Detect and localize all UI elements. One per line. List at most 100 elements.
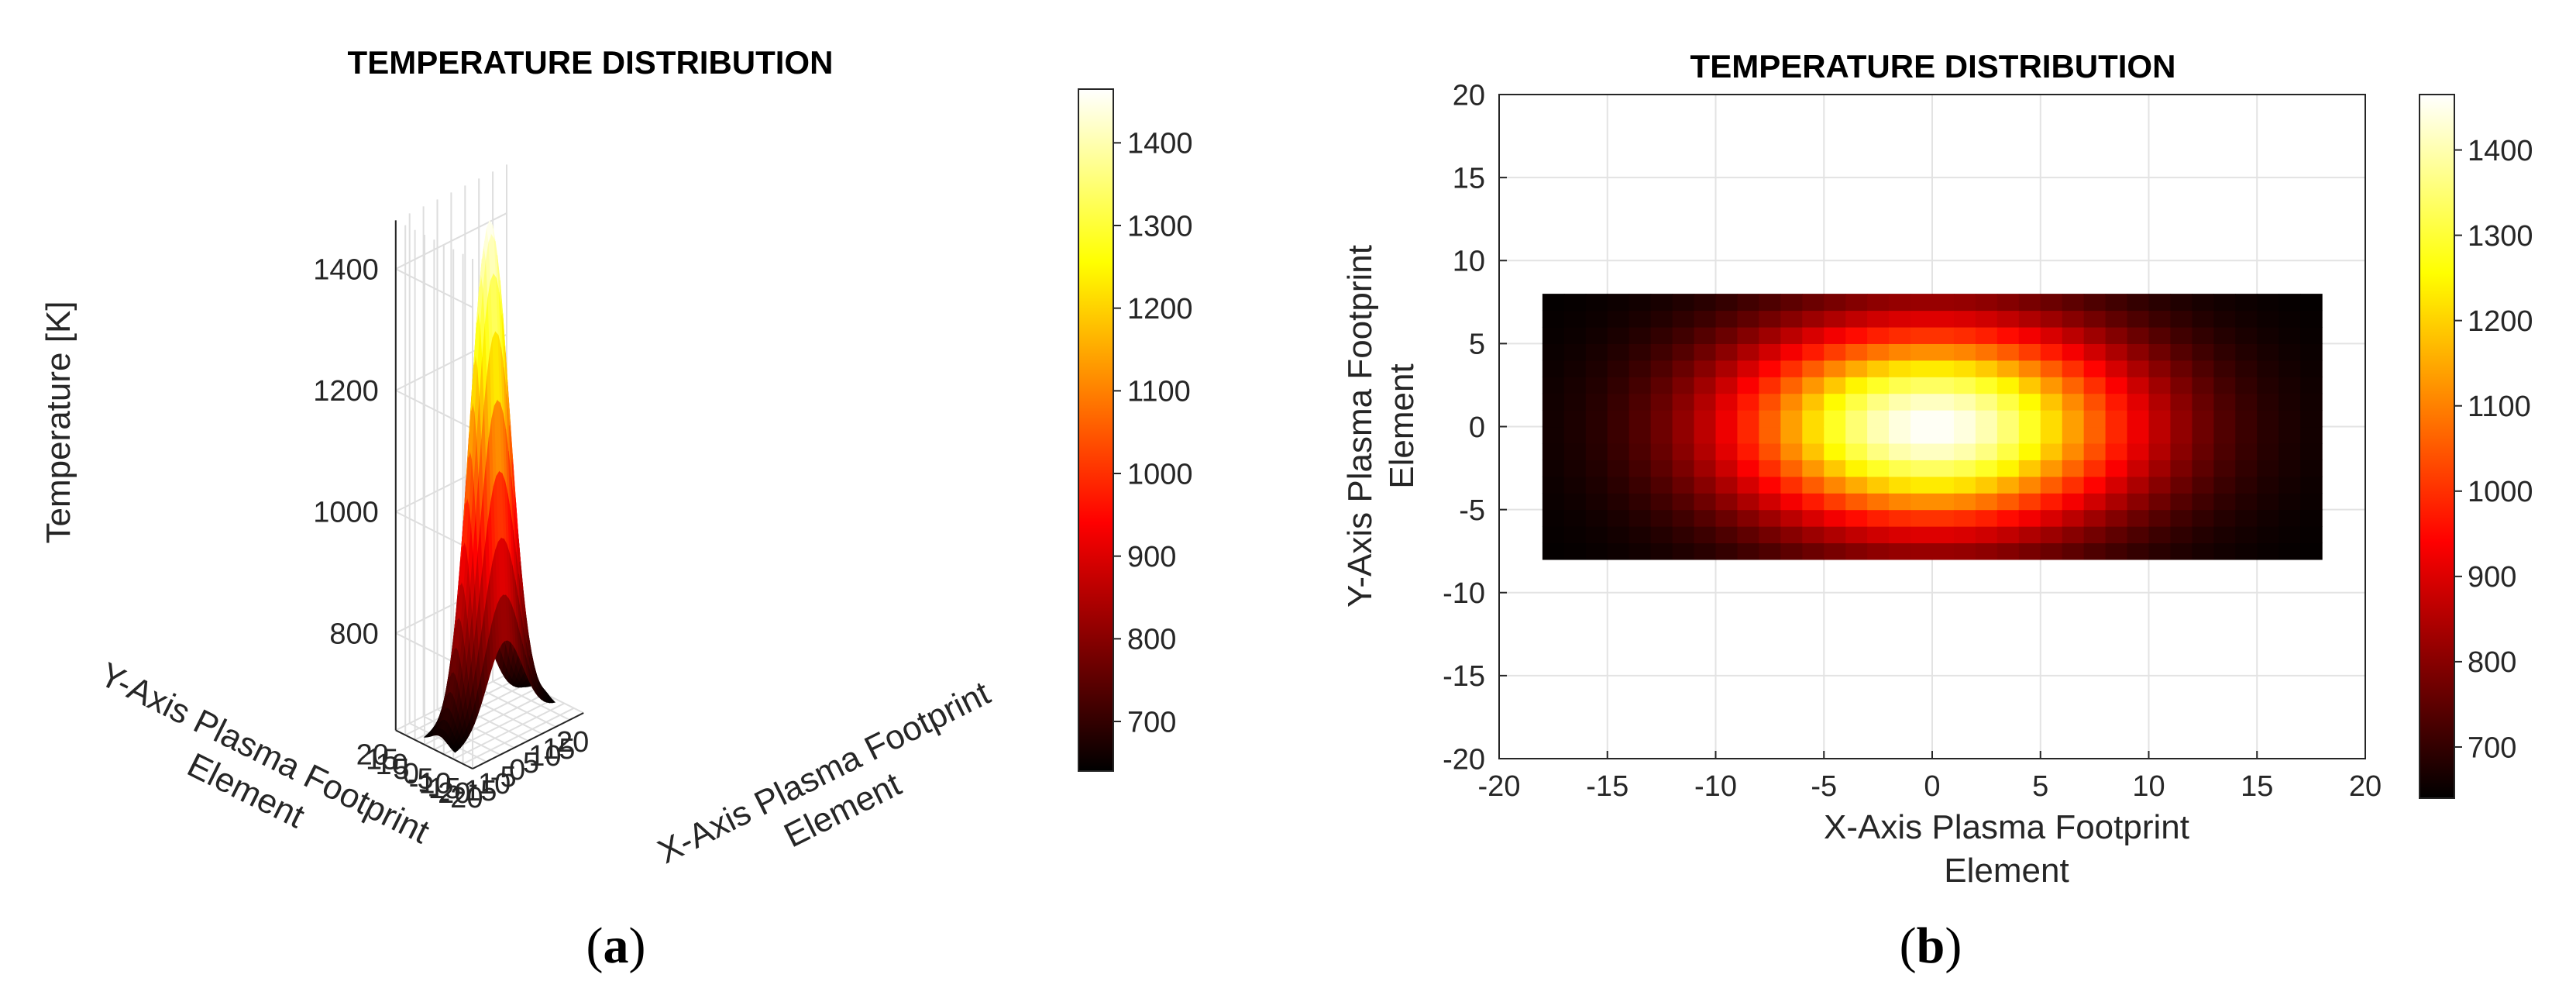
heatmap-cell (2192, 542, 2214, 560)
surface-y-tick-label: 20 (356, 739, 389, 771)
heatmap-cell (2148, 294, 2172, 312)
surface-colorbar-tick-label: 700 (1127, 706, 1176, 739)
heatmap-cell (1932, 377, 1955, 394)
heatmap-cell (1650, 426, 1673, 444)
surface-sidewall-gridline-z (395, 389, 473, 430)
heatmap-cell (1542, 442, 1565, 460)
heatmap-cell (1672, 343, 1695, 361)
heatmap-cell (1824, 426, 1846, 444)
heatmap-colorbar (2419, 94, 2455, 799)
heatmap-cell (1694, 294, 1717, 312)
heatmap-cell (1845, 360, 1868, 377)
heatmap-y-axis-label-line2: Element (1383, 363, 1421, 488)
surface-x-axis-label-line1: X-Axis Plasma Footprint (652, 674, 996, 871)
heatmap-cell (1996, 460, 2020, 477)
surface-colorbar-ticks: 700 800 900 1000 1100 1200 1300 1400 (1113, 128, 1193, 739)
heatmap-cell (2235, 310, 2258, 328)
heatmap-cell (1694, 526, 1717, 544)
heatmap-cell (2170, 542, 2193, 560)
heatmap-cell (2062, 476, 2085, 494)
heatmap-cell (2018, 509, 2041, 527)
heatmap-cell (2235, 460, 2258, 477)
heatmap-cell (2040, 343, 2063, 361)
surface-colorbar-tick-label: 1200 (1127, 293, 1193, 325)
heatmap-cell (2257, 460, 2279, 477)
heatmap-cell (1889, 393, 1911, 411)
heatmap-cell (2018, 426, 2041, 444)
heatmap-cell (2279, 410, 2301, 428)
surface-x-axis-line (472, 712, 584, 769)
heatmap-cell (2300, 310, 2323, 328)
heatmap-cell (2235, 509, 2258, 527)
heatmap-cell (1759, 442, 1781, 460)
heatmap-cell (2127, 310, 2150, 328)
heatmap-cell (2300, 526, 2323, 544)
heatmap-cell (2192, 426, 2214, 444)
heatmap-cell (2105, 294, 2128, 312)
heatmap-cell (2257, 360, 2279, 377)
heatmap-cell (1650, 442, 1673, 460)
heatmap-cell (2192, 526, 2214, 544)
heatmap-cell (2257, 294, 2279, 312)
heatmap-cell (2083, 410, 2107, 428)
heatmap-cell (1824, 460, 1846, 477)
heatmap-cell (1867, 410, 1890, 428)
heatmap-cell (2062, 310, 2085, 328)
heatmap-cell (2257, 410, 2279, 428)
heatmap-cell (1996, 526, 2020, 544)
heatmap-cell (2062, 542, 2085, 560)
heatmap-cell (2213, 377, 2236, 394)
heatmap-cell (1845, 393, 1868, 411)
heatmap-cell (1607, 310, 1630, 328)
heatmap-cell (1694, 377, 1717, 394)
heatmap-cell (1867, 476, 1890, 494)
heatmap-cells (1542, 294, 2323, 560)
heatmap-cell (2018, 326, 2041, 344)
heatmap-cell (1824, 360, 1846, 377)
heatmap-cell (2062, 343, 2085, 361)
heatmap-cell (1802, 460, 1825, 477)
heatmap-cell (2127, 377, 2150, 394)
heatmap-cell (1802, 393, 1825, 411)
heatmap-cell (1563, 360, 1587, 377)
heatmap-cell (1889, 294, 1911, 312)
surface-z-axis-label: Temperature [K] (40, 301, 77, 543)
heatmap-cell (2257, 493, 2279, 511)
surface-x-tick-label: -5 (490, 761, 517, 794)
heatmap-cell (1867, 393, 1890, 411)
heatmap-cell (2105, 476, 2128, 494)
heatmap-cell (2235, 493, 2258, 511)
heatmap-cell (2148, 442, 2172, 460)
surface-plot-panel: TEMPERATURE DISTRIBUTION 800100012001400… (40, 44, 1193, 974)
heatmap-cell (1759, 326, 1781, 344)
panel-b-caption: (b) (1900, 918, 1962, 974)
surface-colorbar-tick-label: 900 (1127, 541, 1176, 573)
heatmap-cell (1715, 460, 1739, 477)
heatmap-cell (2062, 360, 2085, 377)
heatmap-cell (2062, 509, 2085, 527)
heatmap-cell (2083, 476, 2107, 494)
heatmap-cell (1563, 393, 1587, 411)
heatmap-cell (1759, 294, 1781, 312)
heatmap-cell (1563, 310, 1587, 328)
heatmap-cell (2170, 426, 2193, 444)
heatmap-cell (1628, 542, 1652, 560)
heatmap-cell (1867, 426, 1890, 444)
heatmap-cell (2300, 542, 2323, 560)
heatmap-y-tick-label: -5 (1459, 494, 1485, 527)
heatmap-cell (1953, 426, 1976, 444)
heatmap-cell (2279, 310, 2301, 328)
heatmap-cell (1628, 526, 1652, 544)
heatmap-cell (1759, 377, 1781, 394)
heatmap-cell (2148, 460, 2172, 477)
heatmap-cell (2083, 343, 2107, 361)
heatmap-cell (1650, 377, 1673, 394)
heatmap-cell (2257, 476, 2279, 494)
heatmap-cell (1737, 326, 1759, 344)
heatmap-cell (1650, 310, 1673, 328)
heatmap-y-tick-label: -10 (1443, 577, 1485, 610)
heatmap-cell (2148, 493, 2172, 511)
heatmap-cell (2127, 526, 2150, 544)
heatmap-cell (2279, 460, 2301, 477)
heatmap-cell (1737, 377, 1759, 394)
